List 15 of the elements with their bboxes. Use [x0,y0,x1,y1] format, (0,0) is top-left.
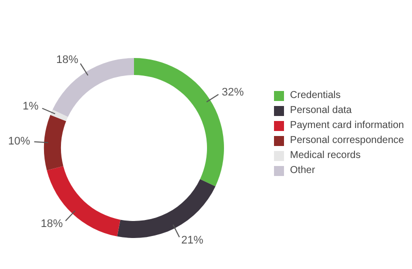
legend-label: Payment card information [290,120,404,132]
data-label: 18% [40,218,64,230]
data-label: 10% [8,135,30,148]
donut-slice [44,114,66,170]
data-label: 1% [22,100,39,113]
legend-label: Other [290,164,316,176]
data-label: 32% [222,86,244,98]
legend-label: Medical records [290,150,361,162]
legend-label: Personal data [290,104,352,116]
data-label: 18% [56,54,78,66]
donut-slice [134,58,224,186]
donut-slice [50,110,68,122]
data-label: 21% [181,234,204,247]
legend-label: Credentials [290,90,341,102]
legend-label: Personal correspondence [290,134,404,146]
